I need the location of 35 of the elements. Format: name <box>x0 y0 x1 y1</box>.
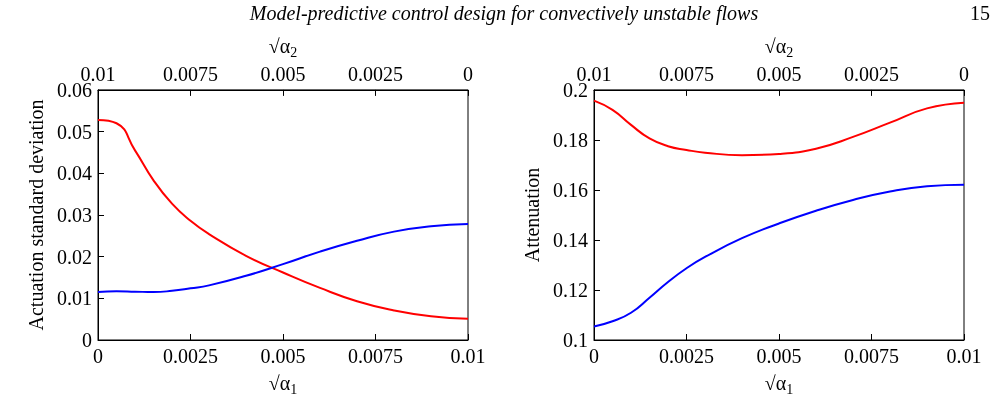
x2-tick-label: 0.0075 <box>659 62 714 85</box>
x-tick-label: 0.005 <box>756 345 802 367</box>
y-tick-label: 0.02 <box>57 245 92 268</box>
y-tick-label: 0 <box>82 329 92 351</box>
x2-tick-label: 0.0075 <box>163 62 218 85</box>
x-tick-label: 0.0025 <box>163 345 218 367</box>
x2-tick-label: 0.005 <box>756 62 802 85</box>
line-series <box>593 99 965 157</box>
y-axis-title: Attenuation <box>521 167 543 263</box>
x2-tick-label: 0 <box>959 62 969 85</box>
x-tick-label: 0.01 <box>450 345 486 367</box>
x2-tick-label: 0 <box>463 62 473 85</box>
y-tick-label: 0.1 <box>563 329 588 351</box>
y-tick-label: 0.05 <box>57 120 92 143</box>
y-tick-label: 0.04 <box>57 162 92 185</box>
x-tick-label: 0.0025 <box>659 345 714 367</box>
text: 15 <box>970 2 990 25</box>
y-tick-label: 0.16 <box>553 178 588 201</box>
y-axis-title: Actuation standard deviation <box>25 99 47 331</box>
y-tick-label: 0.03 <box>57 203 92 226</box>
x2-tick-label: 0.0025 <box>348 62 403 85</box>
text: Model-predictive control design for convectively unstable flows <box>249 2 759 24</box>
x-tick-label: 0.0075 <box>348 345 403 367</box>
y-tick-label: 0.14 <box>553 228 588 251</box>
x-tick-label: 0.0075 <box>844 345 899 367</box>
x2-tick-label: 0.005 <box>260 62 306 85</box>
y-tick-label: 0.18 <box>553 128 588 151</box>
line-series <box>593 183 965 328</box>
x-tick-label: 0.005 <box>260 345 306 367</box>
x-tick-label: 0.01 <box>946 345 982 367</box>
y-tick-label: 0.01 <box>57 287 92 310</box>
y-tick-label: 0.12 <box>553 278 588 301</box>
line-series <box>97 223 469 294</box>
line-series <box>97 118 469 320</box>
x2-tick-label: 0.0025 <box>844 62 899 85</box>
